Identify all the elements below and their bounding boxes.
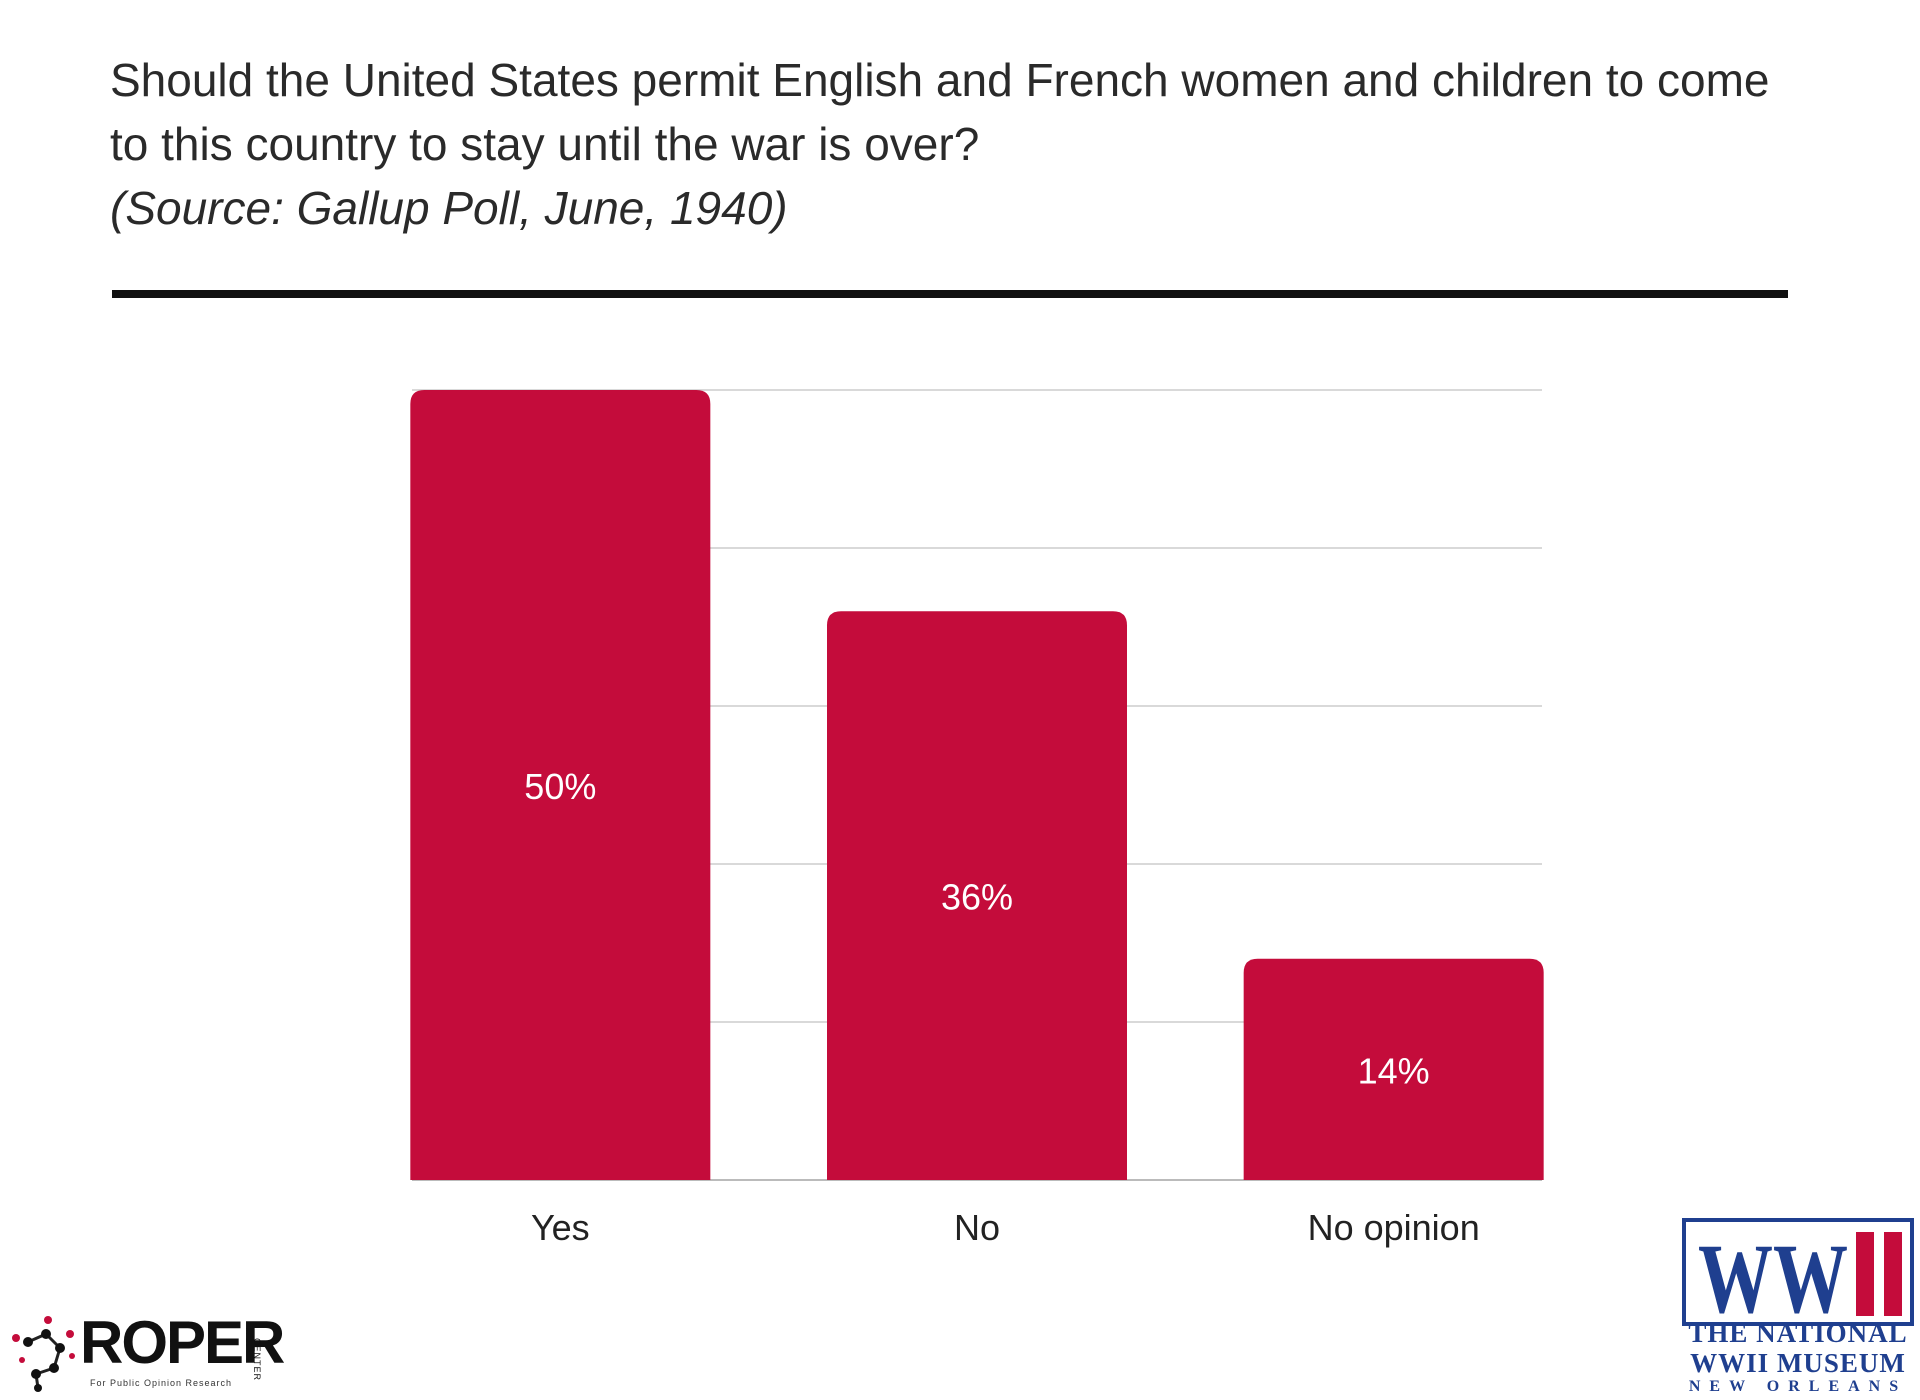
x-tick-label: Yes	[531, 1207, 590, 1248]
data-label: 14%	[1358, 1050, 1430, 1091]
data-label: 36%	[941, 877, 1013, 918]
bar-yes	[410, 390, 711, 1180]
roper-side-text: CENTER	[252, 1338, 262, 1382]
bar-no-opinion	[1243, 958, 1544, 1180]
roper-center-logo	[12, 1316, 75, 1392]
question-line-1: Should the United States permit English …	[110, 54, 1770, 106]
svg-text:WW: WW	[1698, 1223, 1848, 1334]
data-label: 50%	[524, 766, 596, 807]
museum-line-3: NEW ORLEANS	[1688, 1378, 1908, 1395]
national-wwii-museum-logo: WW	[1682, 1218, 1914, 1334]
roper-tagline: For Public Opinion Research	[90, 1378, 233, 1388]
header-divider	[112, 290, 1788, 298]
chart-header: Should the United States permit English …	[110, 48, 1810, 240]
roper-wordmark: ROPER	[80, 1309, 285, 1376]
bar-no	[827, 611, 1127, 1180]
museum-line-2: WWII MUSEUM	[1690, 1348, 1906, 1378]
question-line-2: to this country to stay until the war is…	[110, 118, 980, 170]
roper-molecule-icon	[12, 1316, 75, 1392]
x-tick-label: No	[954, 1207, 1000, 1248]
x-tick-label: No opinion	[1308, 1207, 1480, 1248]
museum-line-1: THE NATIONAL	[1688, 1318, 1908, 1348]
source-note: (Source: Gallup Poll, June, 1940)	[110, 182, 788, 234]
